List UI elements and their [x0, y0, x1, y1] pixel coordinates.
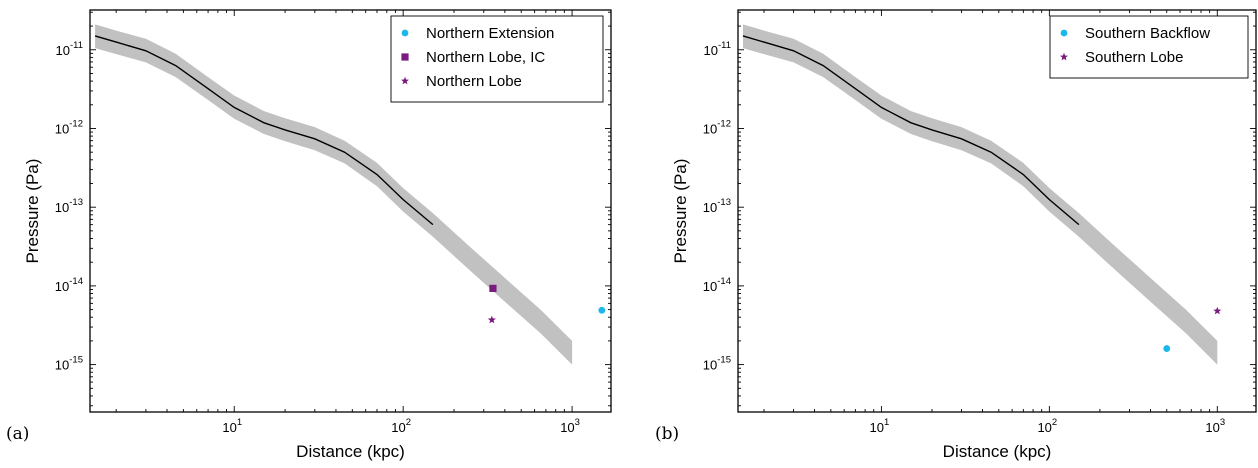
y-tick-label: 10-12 [703, 118, 731, 136]
x-tick-label: 102 [391, 417, 411, 435]
y-tick-label: 10-12 [55, 118, 83, 136]
data-point [1213, 306, 1222, 315]
legend: Northern Extension Northern Lobe, IC North… [390, 15, 604, 103]
model-line [94, 35, 434, 226]
legend-label: Northern Lobe [426, 73, 522, 90]
y-tick-label: 10-14 [703, 276, 731, 294]
x-tick-label: 101 [870, 417, 890, 435]
y-axis-label: Pressure (Pa) [671, 159, 690, 264]
legend-label: Southern Backflow [1085, 25, 1210, 42]
y-tick-label: 10-15 [55, 355, 83, 373]
legend-marker [401, 76, 409, 85]
legend-marker [1060, 52, 1068, 61]
y-tick-label: 10-13 [55, 197, 83, 215]
panel-label-b: (b) [655, 424, 680, 444]
data-point [487, 315, 496, 324]
legend-label: Northern Extension [426, 25, 554, 42]
y-axis-label: Pressure (Pa) [23, 159, 42, 264]
y-tick-label: 10-14 [55, 276, 83, 294]
chart-panel-b: 10-15 10-14 10-13 10-12 10-11 101 102 103 Distan… [647, 0, 1258, 468]
legend: Southern Backflow Southern Lobe [1049, 15, 1249, 79]
y-tick-label: 10-11 [704, 40, 732, 58]
x-tick-label: 102 [1037, 417, 1057, 435]
x-axis-label: Distance (kpc) [296, 442, 405, 461]
x-tick-label: 101 [222, 417, 242, 435]
pressure-chart-a: 10-15 10-14 10-13 10-12 10-11 101 102 103 Distan… [23, 9, 612, 461]
legend-box [390, 15, 604, 103]
x-tick-label: 103 [1205, 417, 1225, 435]
data-point [1163, 345, 1171, 352]
legend-marker [1060, 29, 1068, 37]
panel-label-a: (a) [6, 424, 30, 444]
data-point [598, 306, 606, 314]
legend-marker [401, 29, 409, 37]
model-line [742, 35, 1080, 226]
pressure-chart-b: 10-15 10-14 10-13 10-12 10-11 101 102 103 Distan… [671, 9, 1257, 461]
legend-marker [401, 53, 409, 61]
y-tick-label: 10-15 [703, 355, 731, 373]
x-tick-label: 103 [560, 417, 580, 435]
legend-box [1049, 15, 1249, 79]
y-tick-label: 10-13 [703, 197, 731, 215]
chart-panel-a: 10-15 10-14 10-13 10-12 10-11 101 102 103 Distan… [0, 0, 620, 468]
legend-label: Northern Lobe, IC [426, 49, 545, 66]
y-tick-label: 10-11 [56, 40, 84, 58]
data-point [489, 284, 497, 292]
model-uncertainty-band [95, 24, 573, 365]
model-uncertainty-band [743, 24, 1218, 365]
legend-label: Southern Lobe [1085, 49, 1183, 66]
x-axis-label: Distance (kpc) [943, 442, 1052, 461]
